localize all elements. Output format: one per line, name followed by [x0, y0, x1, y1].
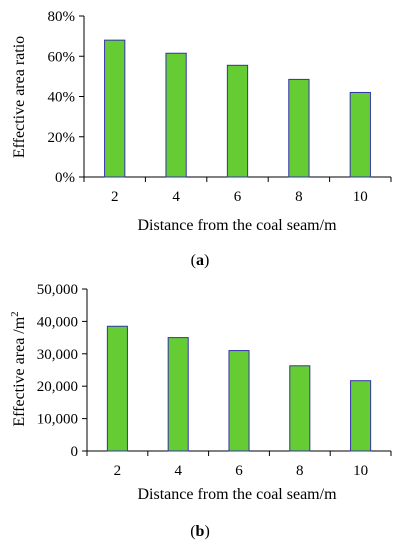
chart-a-y-tick-label: 20%	[48, 130, 76, 146]
chart-b-y-tick-label: 10,000	[37, 412, 78, 428]
chart-b-y-tick-label: 20,000	[37, 379, 78, 395]
chart-a-x-tick-label: 8	[295, 189, 303, 205]
chart-a: Effective area ratio Distance from the c…	[11, 9, 392, 269]
chart-b-bar	[228, 350, 250, 452]
chart-a-bar	[288, 78, 310, 178]
chart-a-x-tick-label: 10	[353, 189, 368, 205]
chart-b-y-tick-label: 40,000	[37, 314, 78, 330]
chart-b-bar	[167, 337, 189, 452]
chart-a-x-tick-label: 4	[172, 189, 180, 205]
chart-b-x-tick-label: 4	[174, 463, 182, 479]
chart-b-x-tick-label: 2	[114, 463, 122, 479]
chart-b-caption: (b)	[190, 523, 210, 540]
chart-b-x-tick-label: 10	[353, 463, 368, 479]
chart-a-y-tick-label: 60%	[48, 49, 76, 65]
chart-b-y-tick-label: 30,000	[37, 347, 78, 363]
chart-b-bar	[350, 380, 372, 452]
chart-b-bar	[106, 325, 128, 452]
chart-a-y-tick-label: 0%	[55, 170, 75, 186]
chart-b-xlabel: Distance from the coal seam/m	[137, 486, 337, 503]
chart-b-y-tick-label: 0	[71, 444, 79, 460]
chart-b: Effective area /m2 Distance from the coa…	[9, 282, 392, 540]
chart-b-x-tick-label: 6	[235, 463, 243, 479]
chart-a-caption: (a)	[191, 252, 210, 269]
chart-a-x-tick-label: 6	[234, 189, 242, 205]
chart-a-xlabel: Distance from the coal seam/m	[137, 217, 337, 234]
chart-b-x-tick-label: 8	[296, 463, 304, 479]
chart-a-x-tick-label: 2	[111, 189, 119, 205]
chart-a-y-tick-label: 40%	[48, 90, 76, 106]
chart-a-y-tick-label: 80%	[48, 9, 76, 25]
chart-a-bar	[165, 52, 187, 178]
chart-a-ylabel: Effective area ratio	[11, 36, 28, 158]
chart-a-bar	[349, 91, 371, 178]
chart-b-y-tick-label: 50,000	[37, 282, 78, 298]
chart-a-bar	[226, 64, 249, 178]
chart-a-bar	[104, 39, 126, 178]
chart-b-bar	[289, 365, 311, 452]
chart-b-ylabel: Effective area /m2	[9, 311, 28, 426]
